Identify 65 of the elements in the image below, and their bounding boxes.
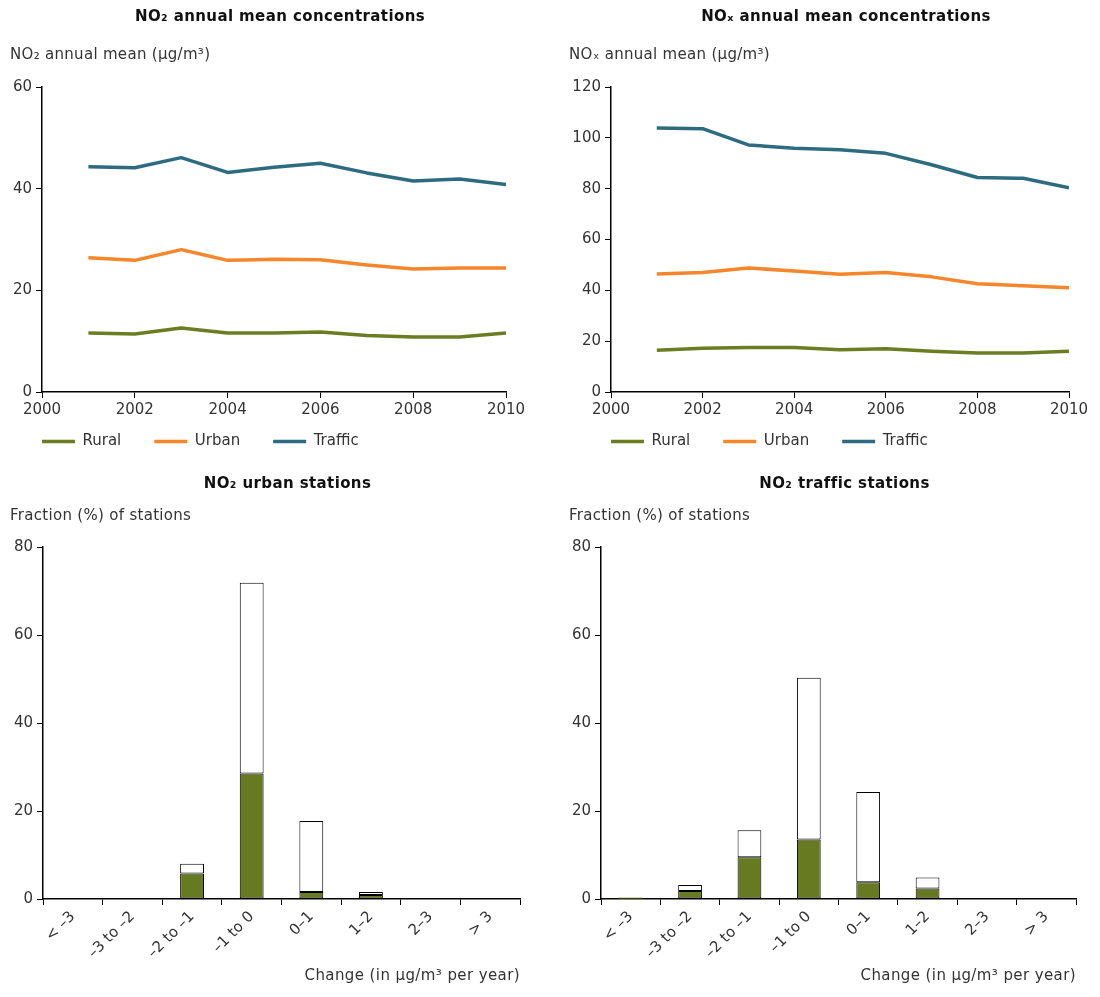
- y-tick-label: 0: [591, 381, 601, 400]
- legend-label: Urban: [763, 431, 810, 450]
- x-tick-label: 2–3: [960, 907, 993, 939]
- legend-label: Rural: [651, 431, 691, 450]
- x-tick-label: 0–1: [842, 907, 874, 939]
- y-tick-label: 80: [13, 536, 33, 555]
- y-tick-label: 20: [13, 800, 33, 819]
- x-tick-label: 0–1: [285, 907, 317, 939]
- legend-label: Urban: [194, 431, 241, 450]
- y-tick-label: 100: [572, 127, 601, 146]
- legend-label: Rural: [82, 431, 122, 450]
- y-tick-label: 120: [572, 76, 601, 95]
- chart-title: NO₂ urban stations: [203, 474, 372, 492]
- y-tick-label: 80: [571, 536, 591, 555]
- x-tick-label: 1–2: [344, 907, 377, 939]
- x-axis-title: Change (in µg/m³ per year): [860, 966, 1076, 984]
- x-tick-label: 2010: [486, 399, 526, 418]
- x-tick-label: 2000: [591, 399, 631, 418]
- x-tick-label: –3 to –2: [83, 907, 139, 962]
- y-tick-label: 40: [571, 712, 591, 731]
- x-tick-label: > 3: [1020, 907, 1052, 939]
- chart-title: NO₂ traffic stations: [759, 474, 930, 492]
- y-tick-label: 60: [581, 229, 601, 248]
- x-tick-label: < –3: [41, 907, 79, 945]
- x-tick-label: 2004: [208, 399, 247, 418]
- y-tick-label: 0: [23, 888, 33, 907]
- y-tick-label: 20: [581, 331, 601, 350]
- x-tick-label: > 3: [464, 907, 496, 939]
- y-tick-label: 40: [581, 280, 601, 299]
- x-tick-label: 2002: [683, 399, 722, 418]
- x-tick-label: 2006: [866, 399, 905, 418]
- y-tick-label: 60: [12, 76, 32, 95]
- y-axis-title: NOₓ annual mean (µg/m³): [569, 45, 770, 63]
- y-axis-title: NO₂ annual mean (µg/m³): [10, 45, 211, 63]
- x-tick-label: 1–2: [901, 907, 934, 939]
- y-tick-label: 0: [22, 381, 32, 400]
- x-tick-label: –1 to 0: [765, 907, 815, 957]
- x-tick-label: 2–3: [404, 907, 437, 939]
- y-tick-label: 40: [12, 178, 32, 197]
- x-tick-label: 2002: [115, 399, 154, 418]
- y-tick-label: 60: [13, 624, 33, 643]
- x-tick-label: 2004: [775, 399, 814, 418]
- y-axis-title: Fraction (%) of stations: [10, 506, 192, 524]
- x-tick-label: 2008: [958, 399, 997, 418]
- y-axis-title: Fraction (%) of stations: [569, 506, 751, 524]
- x-tick-label: 2008: [394, 399, 433, 418]
- x-tick-label: 2006: [301, 399, 340, 418]
- x-tick-label: 2010: [1049, 399, 1089, 418]
- x-tick-label: 2000: [22, 399, 62, 418]
- legend-label: Traffic: [881, 431, 928, 450]
- y-tick-label: 0: [581, 888, 591, 907]
- x-tick-label: –2 to –1: [143, 907, 198, 962]
- y-tick-label: 20: [571, 800, 591, 819]
- chart-title: NO₂ annual mean concentrations: [134, 7, 426, 25]
- x-tick-label: –3 to –2: [641, 907, 696, 962]
- y-tick-label: 40: [13, 712, 33, 731]
- x-tick-label: < –3: [599, 907, 637, 945]
- y-tick-label: 80: [581, 178, 601, 197]
- x-tick-label: –1 to 0: [208, 907, 258, 957]
- y-tick-label: 20: [12, 280, 32, 299]
- x-tick-label: –2 to –1: [700, 907, 756, 962]
- legend-label: Traffic: [312, 431, 359, 450]
- x-axis-title: Change (in µg/m³ per year): [304, 966, 520, 984]
- chart-title: NOₓ annual mean concentrations: [701, 7, 991, 25]
- y-tick-label: 60: [571, 624, 591, 643]
